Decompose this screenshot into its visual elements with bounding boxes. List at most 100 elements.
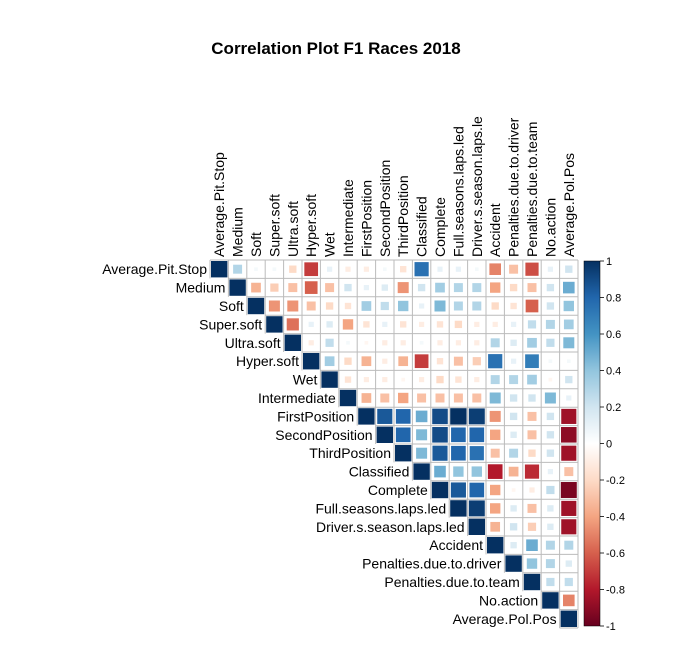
cell-4-6 — [325, 338, 334, 347]
cell-6-11 — [419, 377, 425, 383]
row-label: SecondPosition — [275, 427, 372, 443]
cell-11-11 — [413, 463, 430, 480]
cell-13-14 — [468, 500, 485, 517]
column-label: Driver.s.season.laps.le — [469, 116, 485, 257]
cell-2-4 — [287, 300, 299, 312]
cell-1-10 — [397, 282, 409, 294]
cell-6-7 — [344, 376, 352, 383]
cell-6-17 — [527, 374, 537, 385]
row-label: ThirdPosition — [309, 445, 391, 461]
cell-12-15 — [490, 484, 501, 496]
colorbar-tick-label: -0.8 — [606, 585, 625, 597]
row-label: Full.seasons.laps.led — [315, 500, 446, 516]
cell-5-5 — [303, 353, 320, 370]
cell-9-17 — [527, 430, 537, 440]
column-label: Average.Pol.Pos — [561, 153, 577, 257]
cell-5-18 — [548, 359, 553, 364]
cell-13-17 — [527, 503, 537, 513]
cell-0-1 — [233, 264, 243, 274]
cell-12-16 — [511, 488, 516, 492]
row-label: Accident — [429, 537, 483, 553]
cell-10-19 — [561, 445, 577, 461]
cell-9-14 — [469, 427, 485, 443]
cell-3-6 — [326, 321, 333, 328]
cell-1-19 — [563, 281, 575, 294]
cell-6-19 — [565, 375, 573, 384]
cell-1-1 — [229, 279, 246, 296]
column-label: No.action — [542, 198, 558, 257]
row-label: Wet — [293, 372, 318, 388]
cell-12-18 — [546, 485, 555, 495]
cell-6-9 — [382, 377, 388, 383]
cell-16-16 — [505, 555, 522, 572]
cell-1-16 — [509, 283, 518, 292]
cell-2-7 — [344, 302, 352, 310]
cell-1-11 — [417, 283, 426, 292]
cell-7-11 — [417, 393, 427, 403]
cell-6-15 — [490, 375, 500, 385]
cell-4-8 — [364, 340, 369, 345]
column-label: Average.Pit.Stop — [211, 152, 227, 257]
cell-5-16 — [511, 358, 517, 364]
cell-14-17 — [527, 522, 537, 531]
cell-5-10 — [398, 356, 409, 367]
cell-11-14 — [471, 466, 482, 477]
cell-14-15 — [490, 521, 501, 532]
column-label: Super.soft — [266, 194, 282, 257]
cell-4-14 — [474, 340, 480, 346]
cell-8-16 — [509, 412, 518, 421]
cell-5-11 — [414, 354, 429, 369]
cell-3-10 — [400, 321, 407, 328]
cell-1-17 — [527, 283, 537, 293]
cell-11-13 — [453, 466, 464, 477]
cell-11-12 — [434, 465, 446, 478]
column-label: Hyper.soft — [303, 194, 319, 257]
colorbar-tick-label: -0.2 — [606, 475, 625, 487]
cell-11-18 — [547, 469, 553, 475]
cell-3-3 — [266, 316, 283, 333]
cell-1-5 — [304, 281, 318, 294]
cell-11-17 — [524, 464, 540, 479]
cell-4-19 — [563, 337, 575, 349]
colorbar-tick-label: 0.2 — [606, 402, 621, 414]
cell-10-12 — [432, 445, 448, 461]
correlation-cells — [211, 261, 577, 627]
cell-2-6 — [325, 302, 334, 310]
row-label: Classified — [349, 464, 410, 480]
cell-3-17 — [527, 320, 537, 329]
cell-5-7 — [344, 357, 352, 365]
cell-1-7 — [344, 283, 352, 292]
cell-11-19 — [564, 467, 574, 477]
column-label: Classified — [414, 196, 430, 257]
cell-10-16 — [509, 448, 519, 458]
cell-8-13 — [450, 408, 467, 425]
cell-2-16 — [510, 302, 517, 310]
cell-0-5 — [304, 262, 319, 277]
cell-2-10 — [398, 300, 409, 312]
cell-2-14 — [472, 301, 482, 311]
cell-1-2 — [251, 282, 261, 293]
cell-9-9 — [376, 426, 393, 443]
cell-0-13 — [455, 266, 461, 272]
cell-8-8 — [358, 408, 375, 425]
cell-2-13 — [453, 301, 463, 311]
cell-4-11 — [419, 340, 424, 345]
cell-3-4 — [286, 318, 299, 331]
cell-1-4 — [288, 283, 298, 293]
colorbar-tick-label: -0.4 — [606, 512, 625, 524]
column-label: SecondPosition — [377, 160, 393, 257]
cell-5-12 — [436, 358, 444, 365]
cell-1-18 — [546, 283, 555, 292]
cell-6-8 — [363, 377, 369, 383]
row-label: Hyper.soft — [236, 353, 299, 369]
cell-7-14 — [472, 393, 482, 403]
cell-11-15 — [487, 464, 503, 479]
cell-0-6 — [327, 266, 333, 272]
row-label: Ultra.soft — [225, 335, 281, 351]
cell-18-18 — [542, 592, 559, 609]
cell-7-13 — [453, 393, 463, 403]
cell-8-9 — [377, 408, 393, 424]
cell-5-15 — [488, 354, 503, 369]
cell-12-17 — [529, 487, 535, 493]
cell-12-14 — [469, 482, 485, 498]
